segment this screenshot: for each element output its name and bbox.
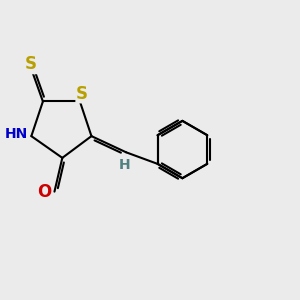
Text: O: O bbox=[37, 183, 51, 201]
Text: H: H bbox=[119, 158, 130, 172]
Text: HN: HN bbox=[5, 127, 28, 141]
Text: S: S bbox=[24, 56, 36, 74]
Text: S: S bbox=[76, 85, 88, 103]
